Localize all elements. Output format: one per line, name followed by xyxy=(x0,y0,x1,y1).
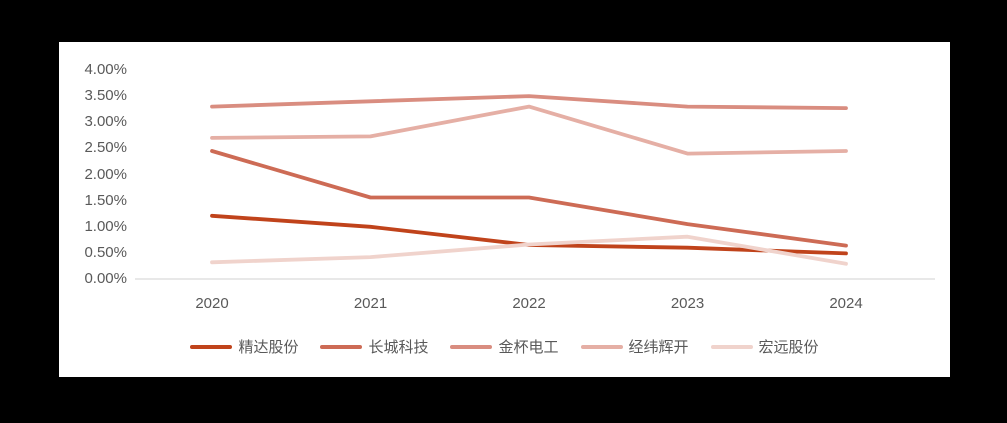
legend-swatch-icon xyxy=(190,344,233,349)
x-tick-label: 2023 xyxy=(670,295,705,312)
series-line-4 xyxy=(210,234,848,266)
legend-item-4: 宏远股份 xyxy=(710,336,819,357)
y-tick-label: 2.00% xyxy=(84,165,127,183)
y-tick-label: 1.00% xyxy=(84,217,127,235)
y-tick-label: 0.50% xyxy=(84,243,127,261)
legend-label: 宏远股份 xyxy=(758,339,819,356)
legend-item-3: 经纬辉开 xyxy=(580,336,689,357)
legend-swatch-icon xyxy=(450,344,493,349)
y-tick-label: 3.50% xyxy=(84,87,127,105)
y-tick-label: 3.00% xyxy=(84,113,127,131)
series-line-3 xyxy=(210,104,848,156)
legend-swatch-icon xyxy=(320,344,363,349)
x-tick-label: 2021 xyxy=(353,295,388,312)
y-tick-label: 2.50% xyxy=(84,139,127,157)
x-tick-label: 2020 xyxy=(195,295,229,312)
line-plot xyxy=(135,94,935,280)
series-line-1 xyxy=(210,149,848,248)
y-tick-label: 1.50% xyxy=(84,191,127,209)
y-tick-label: 4.00% xyxy=(84,61,127,78)
legend-label: 精达股份 xyxy=(238,339,299,356)
legend-item-0: 精达股份 xyxy=(190,336,298,357)
legend-item-1: 长城科技 xyxy=(320,336,428,357)
chart-panel: 4.00% 3.50% 3.00% 2.50% 2.00% 1.50% 1.00% 0.50%… xyxy=(59,42,950,377)
x-tick-label: 2022 xyxy=(512,295,546,312)
legend-label: 经纬辉开 xyxy=(628,339,689,356)
legend-item-2: 金杯电工 xyxy=(450,336,559,357)
legend-label: 长城科技 xyxy=(368,339,429,356)
legend: 精达股份 长城科技 金杯电工 经纬辉开 宏远股份 xyxy=(59,336,950,357)
y-tick-label: 0.00% xyxy=(84,270,127,287)
legend-swatch-icon xyxy=(710,344,753,349)
legend-label: 金杯电工 xyxy=(498,339,559,356)
x-tick-label: 2024 xyxy=(829,295,863,312)
series-line-2 xyxy=(210,94,848,110)
legend-swatch-icon xyxy=(580,344,623,349)
